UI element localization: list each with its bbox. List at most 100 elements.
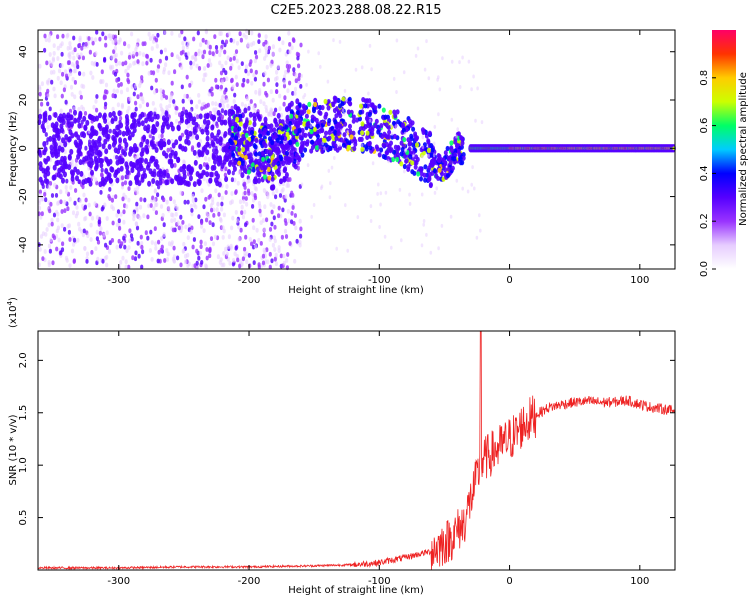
spectrogram-point	[103, 138, 108, 145]
spectrogram-point	[52, 126, 57, 133]
spectrogram-point	[183, 36, 187, 42]
spectrogram-point	[216, 201, 220, 207]
spectrogram-point	[83, 216, 87, 222]
spectrogram-point	[323, 98, 328, 105]
spectrogram-point	[130, 167, 135, 174]
spectrogram-point	[381, 107, 386, 113]
spectrogram-point	[43, 192, 47, 197]
spectrogram-point	[154, 210, 158, 216]
spectrogram-point	[455, 142, 460, 149]
spectrogram-point	[223, 145, 228, 152]
spectrogram-point	[63, 171, 67, 178]
colorbar-tick-label: 0.8	[699, 70, 710, 86]
spectrogram-point	[250, 80, 254, 86]
spectrogram-point	[47, 184, 51, 190]
spectrogram-point	[121, 255, 125, 261]
spectrogram-point	[78, 71, 82, 76]
spectrogram-point	[163, 258, 167, 263]
spectrogram-point	[152, 171, 157, 178]
spectrogram-point	[257, 39, 261, 44]
spectrogram-point	[266, 166, 271, 172]
spectrogram-point	[140, 176, 145, 183]
spectrogram-point	[233, 92, 237, 98]
spectrogram-point	[377, 152, 382, 158]
spectrogram-point	[122, 192, 126, 198]
spectrogram-point	[289, 113, 294, 119]
spectrogram-point	[59, 80, 63, 86]
spectrogram-point	[75, 210, 80, 216]
spectrogram-point	[139, 95, 143, 101]
spectrogram-point	[115, 119, 119, 125]
spectrogram-point	[184, 224, 188, 230]
spectrogram-point	[345, 98, 348, 103]
spectrogram-point	[448, 159, 453, 166]
spectrogram-point	[263, 116, 268, 123]
spectrogram-point	[119, 89, 124, 95]
spectrogram-point	[189, 229, 193, 235]
spectrogram-point	[52, 86, 56, 92]
spectrogram-point	[270, 171, 275, 177]
spectrogram-point	[170, 149, 175, 156]
spectrogram-point	[254, 244, 258, 250]
spectrogram-point	[402, 137, 407, 143]
spectrogram-point	[261, 161, 266, 167]
spectrogram-point	[95, 29, 99, 35]
snr-scale-close: )	[8, 297, 19, 301]
spectrogram-point	[83, 246, 87, 251]
spectrogram-point	[343, 88, 347, 93]
spectrogram-point	[437, 246, 440, 251]
spectrogram-point	[447, 155, 452, 161]
spectrogram-point	[253, 58, 257, 64]
spectrogram-point	[112, 88, 116, 94]
spectrogram-point	[147, 70, 151, 76]
spectrogram-point	[299, 226, 303, 232]
spectrogram-point	[223, 89, 227, 95]
spectrogram-point	[432, 141, 436, 146]
spectrogram-point	[123, 180, 128, 186]
spectrogram-point	[223, 131, 228, 137]
spectrogram-point	[45, 60, 49, 66]
spectrogram-point	[147, 203, 151, 209]
spectrogram-point	[76, 153, 81, 160]
spectrogram-point	[181, 49, 185, 55]
spectrogram-point	[125, 87, 130, 93]
spectrogram-point	[230, 77, 234, 83]
spectrogram-point	[133, 187, 137, 193]
spectrogram-point	[184, 109, 189, 116]
spectrogram-point	[82, 156, 87, 163]
spectrogram-point	[56, 135, 61, 141]
spectrogram-point	[103, 202, 107, 208]
spectrogram-point	[380, 133, 385, 140]
spectrogram-point	[222, 251, 226, 256]
spectrogram-point	[265, 217, 269, 223]
spectrogram-point	[360, 121, 365, 127]
spectrogram-point	[71, 50, 75, 55]
spectrogram-point	[436, 175, 441, 181]
spectrogram-point	[409, 133, 414, 139]
colorbar-tick-label: 0.4	[699, 165, 710, 181]
spectrogram-point	[230, 191, 234, 196]
spectrogram-point	[346, 144, 351, 150]
spectrogram-point	[219, 70, 224, 76]
spectrogram-point	[51, 260, 55, 266]
spectrogram-point	[195, 104, 199, 109]
spectrogram-point	[146, 113, 151, 120]
spectrogram-point	[230, 177, 234, 183]
spectrogram-point	[275, 137, 280, 143]
spectrogram-point	[400, 238, 403, 243]
spectrogram-point	[38, 113, 43, 120]
spectrogram-point	[141, 249, 145, 255]
spectrogram-point	[450, 148, 454, 154]
spectrogram-point	[205, 112, 210, 119]
spectrogram-point	[145, 138, 150, 145]
spectrogram-point	[74, 162, 78, 168]
spectrogram-point	[285, 63, 289, 69]
spectrogram-point	[50, 79, 54, 85]
spectrogram-point	[67, 136, 72, 143]
spectrogram-point	[102, 112, 107, 119]
spectrogram-point	[266, 158, 271, 164]
spectrogram-point	[229, 140, 234, 146]
spectrogram-point	[48, 52, 52, 57]
spectrogram-point	[383, 114, 388, 120]
spectrogram-point	[153, 226, 157, 232]
